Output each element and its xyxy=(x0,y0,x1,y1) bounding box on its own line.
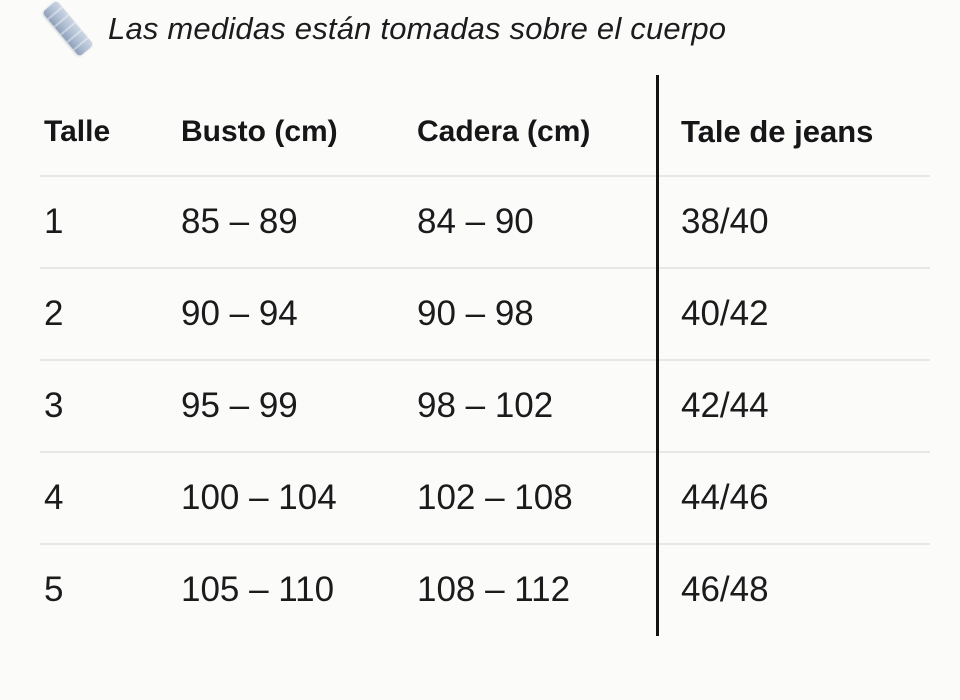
ruler-icon-bar xyxy=(42,0,94,57)
cell-jeans: 46/48 xyxy=(681,570,769,609)
cell-talle: 5 xyxy=(44,570,64,609)
table-row: 4 100 – 104 102 – 108 44/46 xyxy=(40,451,930,543)
cell-busto: 95 – 99 xyxy=(181,386,298,425)
jeans-column-divider-line xyxy=(656,75,659,636)
table-row: 5 105 – 110 108 – 112 46/48 xyxy=(40,543,930,635)
cell-cadera: 90 – 98 xyxy=(417,294,534,333)
cell-busto: 85 – 89 xyxy=(181,202,298,241)
column-header-busto: Busto (cm) xyxy=(181,114,338,148)
cell-talle: 2 xyxy=(44,294,64,333)
cell-cadera: 102 – 108 xyxy=(417,478,573,517)
table-header-row: Talle Busto (cm) Cadera (cm) Tale de jea… xyxy=(40,88,930,175)
table-row: 3 95 – 99 98 – 102 42/44 xyxy=(40,359,930,451)
cell-cadera: 98 – 102 xyxy=(417,386,554,425)
cell-busto: 105 – 110 xyxy=(181,570,335,609)
title-row: Las medidas están tomadas sobre el cuerp… xyxy=(36,0,727,57)
column-header-talle: Talle xyxy=(44,114,111,148)
cell-talle: 3 xyxy=(44,386,64,425)
column-header-cadera: Cadera (cm) xyxy=(417,114,591,148)
column-header-jeans: Tale de jeans xyxy=(681,113,874,149)
cell-cadera: 84 – 90 xyxy=(417,202,534,241)
cell-cadera: 108 – 112 xyxy=(417,570,571,609)
size-table: Talle Busto (cm) Cadera (cm) Tale de jea… xyxy=(40,88,930,635)
cell-busto: 90 – 94 xyxy=(181,294,298,333)
cell-busto: 100 – 104 xyxy=(181,478,337,517)
cell-talle: 4 xyxy=(44,478,64,517)
cell-talle: 1 xyxy=(44,202,64,241)
cell-jeans: 42/44 xyxy=(681,386,769,425)
ruler-icon xyxy=(36,0,100,57)
page-title: Las medidas están tomadas sobre el cuerp… xyxy=(108,11,727,46)
cell-jeans: 40/42 xyxy=(681,294,769,333)
cell-jeans: 44/46 xyxy=(681,478,769,517)
table-row: 1 85 – 89 84 – 90 38/40 xyxy=(40,175,930,267)
table-row: 2 90 – 94 90 – 98 40/42 xyxy=(40,267,930,359)
cell-jeans: 38/40 xyxy=(681,202,769,241)
